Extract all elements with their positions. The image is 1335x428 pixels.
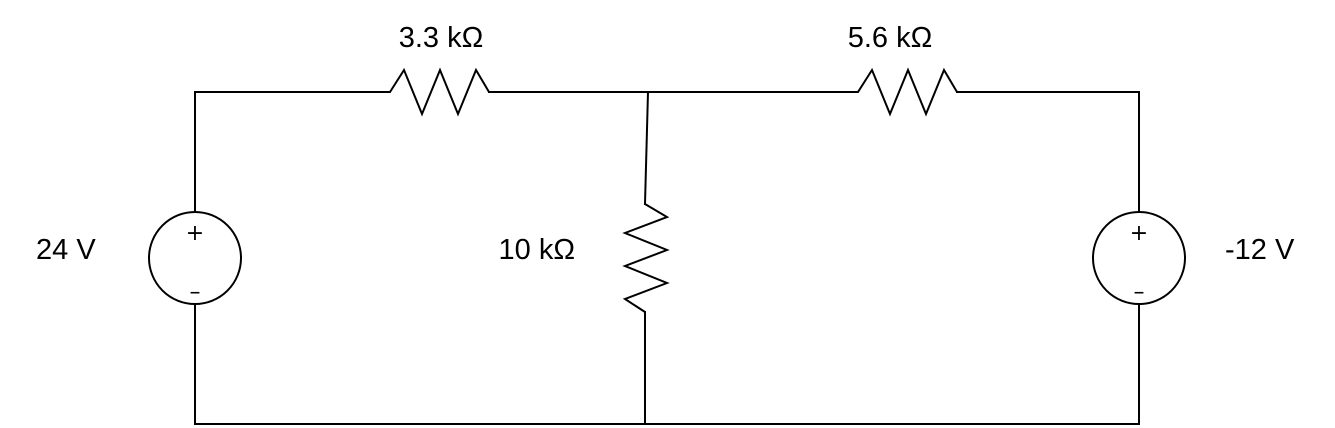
resistor-r2-label: 5.6 kΩ [848,22,933,54]
resistor-r3-label: 10 kΩ [499,234,576,266]
wire-right-top [956,91,1140,213]
voltage-source-left-circle [148,211,242,305]
wire-node-r3 [643,90,650,206]
resistor-r1 [381,67,490,117]
voltage-source-right-circle [1092,211,1186,305]
voltage-source-right-plus: + [1130,221,1148,246]
wire-left-bottom [194,303,1140,425]
wire-left-top [194,91,382,213]
voltage-source-right-minus: – [1134,280,1145,305]
voltage-source-left-plus: + [186,221,204,246]
voltage-source-right-label: -12 V [1225,234,1295,266]
resistor-r1-label: 3.3 kΩ [399,22,484,54]
voltage-source-right: + – [1092,211,1186,305]
voltage-source-left-minus: – [190,280,201,305]
wires [194,90,1140,425]
voltage-source-left-label: 24 V [36,234,96,266]
voltage-source-left: + – [148,211,242,305]
resistor-r3 [622,203,670,313]
resistor-r2 [851,67,958,117]
